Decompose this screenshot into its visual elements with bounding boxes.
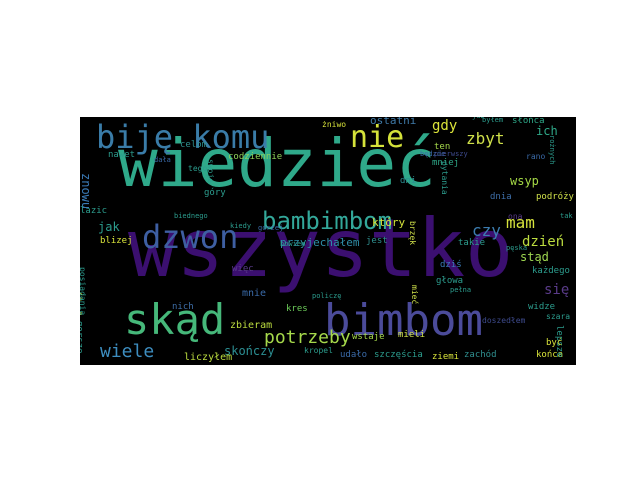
cloud-word: bowiem [280,240,306,248]
cloud-word: ich [536,124,558,138]
cloud-word: wiele [100,341,155,362]
cloud-word: posiadania [80,267,87,316]
cloud-word: więc [232,264,254,274]
cloud-word: ten [434,142,451,152]
cloud-word: ona [508,212,523,221]
cloud-word: być [546,338,563,348]
cloud-word: dni [400,176,417,186]
cloud-word: celom [180,140,208,150]
cloud-word: liczyłem [184,352,233,363]
cloud-word: jak [98,220,120,234]
cloud-word: tak [560,212,573,220]
cloud-word: już [472,117,485,120]
cloud-word: słońca [512,117,545,126]
cloud-word: udało [340,350,368,360]
cloud-word: kiedy [230,222,252,230]
cloud-word: przyjechałem [280,236,360,249]
cloud-word: pęska [506,244,528,252]
cloud-word: się [544,282,570,298]
cloud-word: pytania [440,161,449,195]
cloud-word: tego [188,164,208,173]
cloud-word: nawet [108,150,136,160]
cloud-word: góry [204,188,226,198]
cloud-word: który [372,216,406,229]
cloud-word: stąd [520,250,549,264]
cloud-word: doszedłem [482,316,526,325]
cloud-word: policzę [312,292,342,300]
cloud-word: codziennie [228,152,283,162]
cloud-word: głowa [436,276,464,286]
cloud-word: dzwon [142,218,239,256]
cloud-word: dziś [440,260,462,270]
cloud-word: zachód [464,350,497,360]
cloud-word: skończy [224,344,275,358]
cloud-word: każdego [532,266,570,276]
cloud-word: bambimbom [262,207,393,235]
cloud-word: biję komu [96,118,270,156]
cloud-word: wszystko [128,202,514,295]
cloud-word: dnia [490,192,512,202]
cloud-word: wsyp [510,174,539,188]
cloud-word: swoje [206,159,215,184]
cloud-word: nich [172,302,194,312]
cloud-word: szczęścia [374,350,423,360]
cloud-word: potrzeby [264,327,351,348]
cloud-word: wiedzieć [118,125,436,202]
cloud-word: brzęk [408,221,417,246]
cloud-word: ziemi [432,352,460,362]
cloud-word: lazic [80,206,108,216]
cloud-word: rano [526,152,546,161]
cloud-word: mniej [432,158,460,168]
cloud-word: takie [458,238,486,248]
cloud-word: ostatni [370,117,417,127]
cloud-word: widze [528,302,556,312]
cloud-word: końca [536,350,564,360]
cloud-word: podróży [536,192,574,202]
cloud-word: blizej [100,236,133,246]
cloud-word: jest [366,236,388,246]
cloud-word: zbieram [230,320,273,331]
cloud-word: rożnych [548,135,556,165]
cloud-word: zbyt [466,129,505,148]
cloud-word: gdy [432,118,458,134]
cloud-word: wstaje [352,332,385,342]
cloud-word: mam [506,213,535,232]
cloud-word: mnie [242,288,267,299]
cloud-word: kropel [304,346,333,355]
cloud-word: skąd [124,295,226,344]
cloud-word: mieli [398,330,426,340]
cloud-word: pełna [450,286,472,294]
cloud-word: bimbom [324,295,483,346]
cloud-word: byłem [482,117,504,124]
cloud-word: dała [154,156,171,164]
cloud-word: gorsze [80,321,84,354]
cloud-word: biednego [174,212,208,220]
cloud-word: kres [286,304,308,314]
cloud-word: czy [472,221,501,240]
word-cloud: wszystko wiedzieć bimbom skąd biję komu dzwon… [80,117,576,365]
cloud-word: będzie [420,150,446,158]
cloud-word: pierwszy [434,150,468,158]
cloud-word: dzień [522,234,565,250]
cloud-word: mieć [410,285,419,305]
cloud-word: żniwo [322,120,347,129]
cloud-word: szara [546,312,571,321]
cloud-word: gorzej [258,224,284,232]
cloud-word: nie [350,120,405,155]
cloud-word: znowu [80,173,93,210]
